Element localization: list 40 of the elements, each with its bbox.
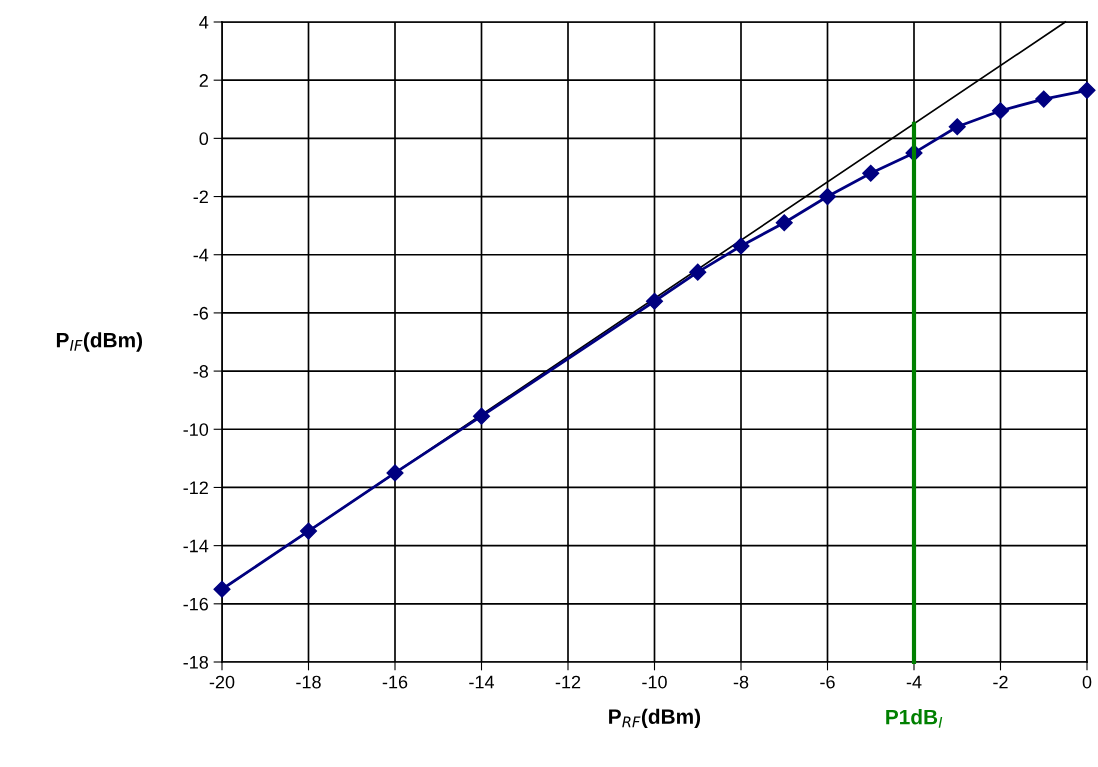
- x-tick-label: -2: [993, 675, 1008, 689]
- y-tick-label: -8: [193, 365, 209, 378]
- point: [386, 464, 404, 482]
- x-tick-label: -10: [642, 675, 667, 689]
- y-tick-label: 2: [199, 74, 208, 87]
- y-tick-label: -4: [193, 248, 209, 262]
- point: [818, 187, 837, 206]
- point: [862, 164, 880, 182]
- y-tick-label: -6: [193, 306, 209, 320]
- y-tick-label: 4: [199, 16, 209, 29]
- y-tick-label: -2: [193, 190, 208, 204]
- y-tick-label: -10: [183, 423, 209, 436]
- x-tick-label: -4: [906, 675, 922, 689]
- y-tick-label: -16: [183, 597, 209, 611]
- point: [1078, 81, 1096, 99]
- x-tick-label: 0: [1082, 675, 1092, 689]
- point: [299, 522, 318, 540]
- y-tick-label: -12: [183, 481, 208, 494]
- x-tick-label: -6: [820, 675, 835, 689]
- point: [472, 407, 491, 425]
- x-tick-label: -18: [296, 675, 321, 689]
- y-axis-title: P$_{IF}$(dBm): [56, 332, 143, 352]
- point: [948, 118, 966, 136]
- x-axis-title: P$_{RF}$(dBm): [609, 708, 701, 729]
- point: [991, 102, 1010, 120]
- y-tick-label: -14: [183, 539, 209, 553]
- y-tick-label: -18: [183, 655, 209, 669]
- x-tick-label: -16: [382, 675, 408, 689]
- point: [689, 263, 707, 281]
- point: [1035, 90, 1053, 108]
- point: [775, 214, 793, 232]
- y-tick-label: 0: [199, 132, 209, 146]
- x-tick-label: -12: [555, 675, 581, 689]
- point: [213, 580, 231, 598]
- x-tick-label: -14: [469, 675, 495, 689]
- x-tick-label: -20: [209, 675, 235, 689]
- point: [645, 292, 664, 310]
- x-tick-label: -8: [733, 675, 749, 689]
- text: P1dB$_{I}$: [886, 709, 943, 728]
- point: [732, 237, 750, 255]
